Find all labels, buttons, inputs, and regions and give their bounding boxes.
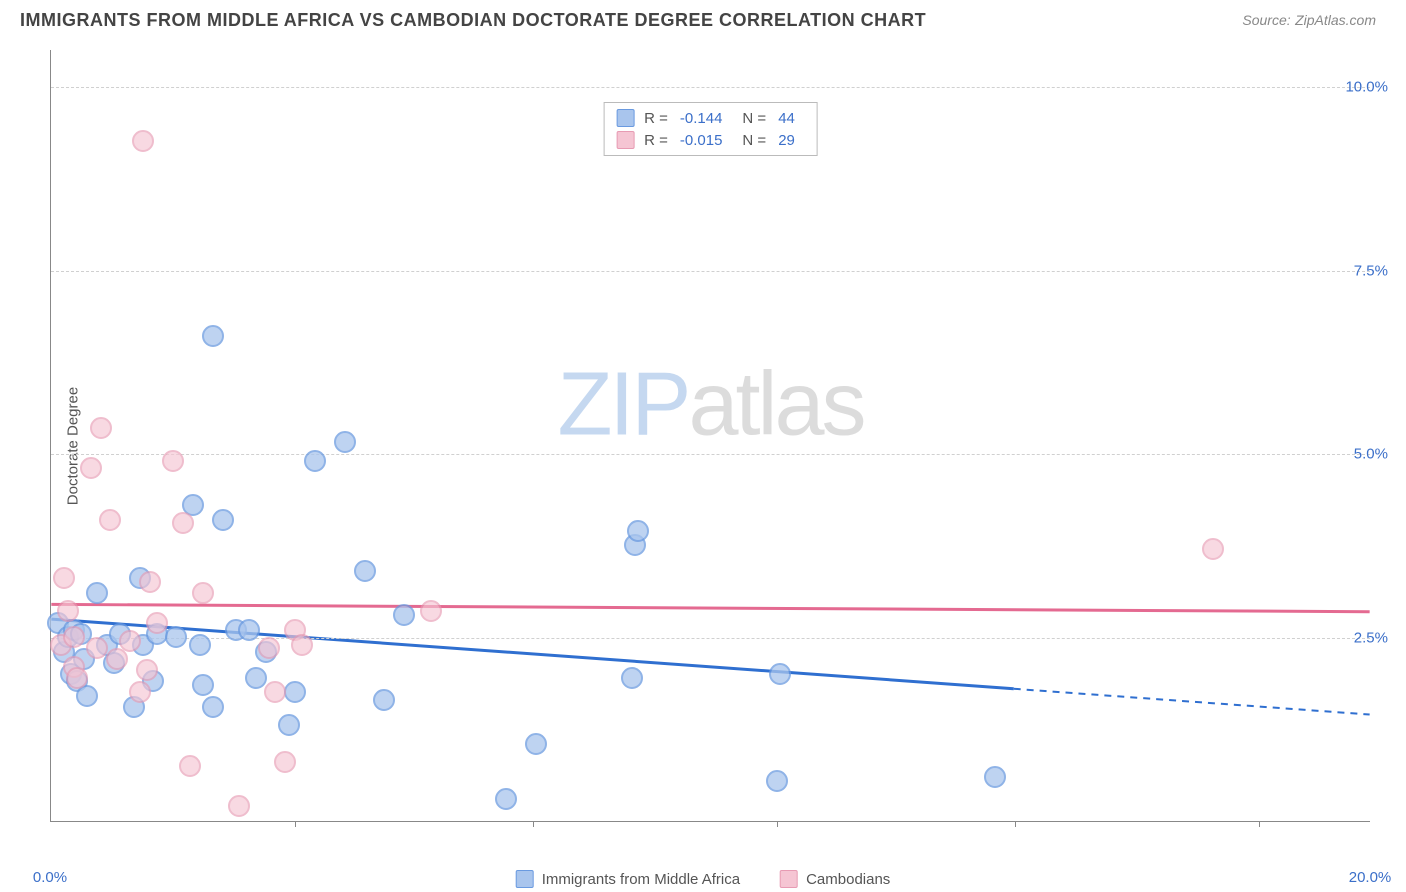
source-prefix: Source: [1242,12,1290,28]
x-minor-tick [1259,821,1260,827]
scatter-point [162,450,184,472]
legend-item-series1: Immigrants from Middle Africa [516,870,740,888]
scatter-point [393,604,415,626]
legend-swatch-series2 [780,870,798,888]
scatter-point [228,795,250,817]
scatter-point [264,681,286,703]
gridline-h [51,87,1370,88]
watermark-atlas: atlas [688,354,863,454]
x-tick-label: 20.0% [1349,869,1392,886]
gridline-h [51,271,1370,272]
gridline-h [51,454,1370,455]
scatter-point [245,667,267,689]
stats-legend-box: R = -0.144 N = 44 R = -0.015 N = 29 [603,102,818,156]
scatter-point [63,626,85,648]
x-minor-tick [1015,821,1016,827]
scatter-point [132,130,154,152]
r-label: R = [644,110,668,127]
scatter-point [525,733,547,755]
scatter-point [766,770,788,792]
y-tick-label: 7.5% [1354,262,1388,279]
scatter-point [304,450,326,472]
scatter-point [119,630,141,652]
source-attribution: Source: ZipAtlas.com [1242,12,1376,30]
r-label: R = [644,132,668,149]
scatter-point [278,714,300,736]
scatter-point [373,689,395,711]
scatter-point [189,634,211,656]
trend-lines-svg [51,50,1370,821]
stats-row-series2: R = -0.015 N = 29 [616,129,805,151]
scatter-point [212,509,234,531]
legend-label-series1: Immigrants from Middle Africa [542,871,740,888]
n-label: N = [742,110,766,127]
legend-label-series2: Cambodians [806,871,890,888]
scatter-point [57,600,79,622]
legend-swatch-series1 [516,870,534,888]
scatter-point [238,619,260,641]
legend-item-series2: Cambodians [780,870,890,888]
scatter-point [495,788,517,810]
bottom-legend: Immigrants from Middle Africa Cambodians [516,870,891,888]
y-tick-label: 2.5% [1354,630,1388,647]
scatter-point [90,417,112,439]
scatter-point [258,637,280,659]
scatter-point [984,766,1006,788]
x-tick-label: 0.0% [33,869,67,886]
watermark: ZIPatlas [557,353,863,456]
scatter-point [202,696,224,718]
swatch-series2 [616,131,634,149]
trend-line-dashed [1014,689,1370,715]
scatter-point [146,612,168,634]
scatter-point [80,457,102,479]
scatter-point [86,582,108,604]
scatter-point [354,560,376,582]
scatter-point [202,325,224,347]
scatter-point [627,520,649,542]
y-tick-label: 5.0% [1354,446,1388,463]
scatter-point [1202,538,1224,560]
scatter-point [769,663,791,685]
scatter-point [291,634,313,656]
scatter-point [284,681,306,703]
scatter-point [621,667,643,689]
watermark-zip: ZIP [557,354,688,454]
scatter-point [165,626,187,648]
trend-line-solid [51,604,1369,611]
scatter-point [106,648,128,670]
scatter-point [53,567,75,589]
n-label: N = [742,132,766,149]
swatch-series1 [616,109,634,127]
chart-plot-area: ZIPatlas R = -0.144 N = 44 R = -0.015 N … [50,50,1370,822]
stats-row-series1: R = -0.144 N = 44 [616,107,805,129]
n-value-series1: 44 [778,110,795,127]
n-value-series2: 29 [778,132,795,149]
r-value-series2: -0.015 [680,132,723,149]
scatter-point [172,512,194,534]
scatter-point [192,674,214,696]
scatter-point [334,431,356,453]
scatter-point [86,637,108,659]
scatter-point [136,659,158,681]
scatter-point [139,571,161,593]
scatter-point [99,509,121,531]
source-name: ZipAtlas.com [1295,12,1376,28]
x-minor-tick [777,821,778,827]
scatter-point [420,600,442,622]
scatter-point [179,755,201,777]
scatter-point [274,751,296,773]
y-tick-label: 10.0% [1345,78,1388,95]
x-minor-tick [295,821,296,827]
scatter-point [129,681,151,703]
chart-title: IMMIGRANTS FROM MIDDLE AFRICA VS CAMBODI… [20,10,926,31]
scatter-point [66,667,88,689]
scatter-point [192,582,214,604]
x-minor-tick [533,821,534,827]
r-value-series1: -0.144 [680,110,723,127]
